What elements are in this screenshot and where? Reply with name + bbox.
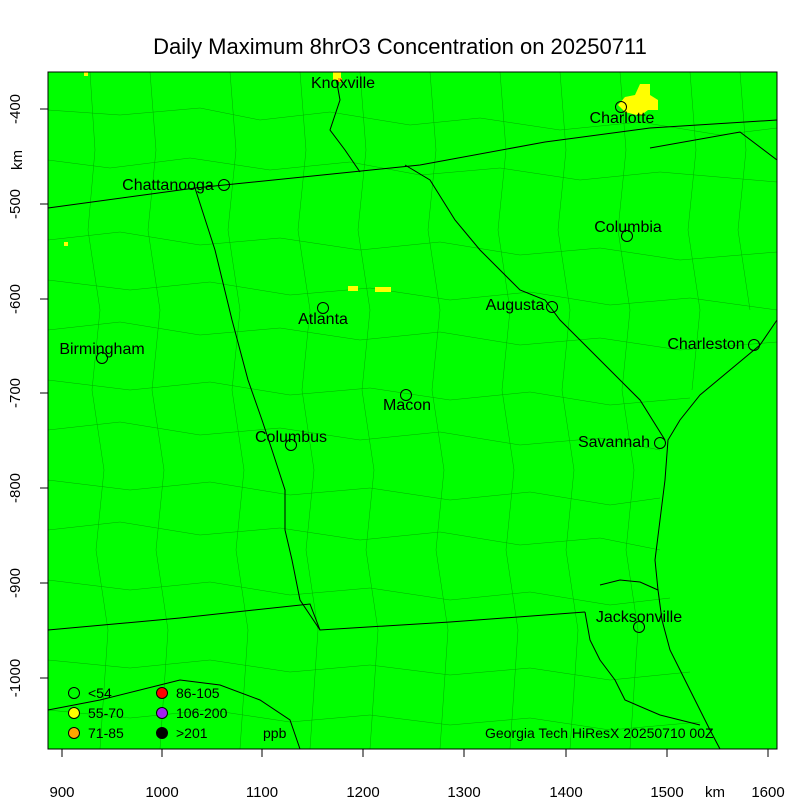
- legend-label: 55-70: [88, 705, 124, 721]
- x-axis: 900 1000 1100 1200 1300 1400 1500 1600: [49, 749, 785, 800]
- city-label: Augusta: [486, 297, 545, 314]
- city-marker: [633, 621, 645, 633]
- city-label: Jacksonville: [596, 609, 682, 626]
- ozone-exceedance-patches: [64, 72, 658, 292]
- y-axis: -400 -500 -600 -700 -800 -900 -1000: [7, 94, 48, 697]
- city-label: Atlanta: [298, 311, 348, 328]
- city-label: Macon: [383, 397, 431, 414]
- city-label: Savannah: [578, 434, 650, 451]
- city-label: Knoxville: [311, 75, 375, 92]
- y-tick-label: -400: [7, 94, 24, 124]
- city-marker: [96, 352, 108, 364]
- city-marker: [400, 389, 412, 401]
- legend-swatch: [156, 727, 168, 739]
- legend-swatch: [156, 707, 168, 719]
- plot-area: [48, 72, 777, 749]
- legend-label: >201: [176, 725, 208, 741]
- y-tick-label: -900: [7, 568, 24, 598]
- x-tick-label: 1000: [145, 784, 178, 800]
- legend-label: 71-85: [88, 725, 124, 741]
- city-marker: [654, 437, 666, 449]
- city-label: Charleston: [667, 336, 744, 353]
- x-tick-label: 1500: [650, 784, 683, 800]
- city-label: Columbia: [594, 219, 662, 236]
- credit-text: Georgia Tech HiResX 20250710 00Z: [485, 725, 714, 741]
- legend-label: <54: [88, 685, 112, 701]
- y-tick-label: -600: [7, 284, 24, 314]
- county-boundaries: [47, 71, 778, 750]
- x-axis-unit: km: [705, 784, 725, 800]
- x-tick-label: 1100: [246, 784, 278, 800]
- legend-label: 86-105: [176, 685, 220, 701]
- y-tick-label: -800: [7, 473, 24, 503]
- legend: <54 55-70 71-85 86-105 106-200 >201: [68, 685, 228, 741]
- city-marker: [621, 230, 633, 242]
- city-markers: Knoxville Charlotte Chattanooga Columbia Atl…: [59, 75, 760, 633]
- plot-border: [47, 71, 778, 750]
- legend-swatch: [68, 707, 80, 719]
- x-tick-label: 1200: [346, 784, 379, 800]
- city-marker: [218, 179, 230, 191]
- legend-unit: ppb: [263, 725, 287, 741]
- legend-swatch: [156, 687, 168, 699]
- y-axis-unit: km: [9, 150, 26, 170]
- city-marker: [285, 439, 297, 451]
- city-label: Chattanooga: [122, 177, 214, 194]
- city-marker: [317, 302, 329, 314]
- y-tick-label: -700: [7, 378, 24, 408]
- x-tick-label: 1400: [549, 784, 582, 800]
- x-tick-label: 1300: [447, 784, 480, 800]
- city-label: Birmingham: [59, 341, 144, 358]
- city-label: Columbus: [255, 429, 327, 446]
- city-marker: [748, 339, 760, 351]
- y-tick-label: -500: [7, 189, 24, 219]
- map-title: Daily Maximum 8hrO3 Concentration on 202…: [153, 34, 647, 59]
- city-marker: [546, 301, 558, 313]
- x-tick-label: 1600: [751, 784, 784, 800]
- city-marker: [615, 101, 627, 113]
- y-tick-label: -1000: [7, 659, 24, 697]
- city-label: Charlotte: [590, 110, 655, 127]
- legend-swatch: [68, 727, 80, 739]
- x-tick-label: 900: [49, 784, 74, 800]
- legend-label: 106-200: [176, 705, 228, 721]
- state-boundaries: [47, 71, 778, 750]
- legend-swatch: [68, 687, 80, 699]
